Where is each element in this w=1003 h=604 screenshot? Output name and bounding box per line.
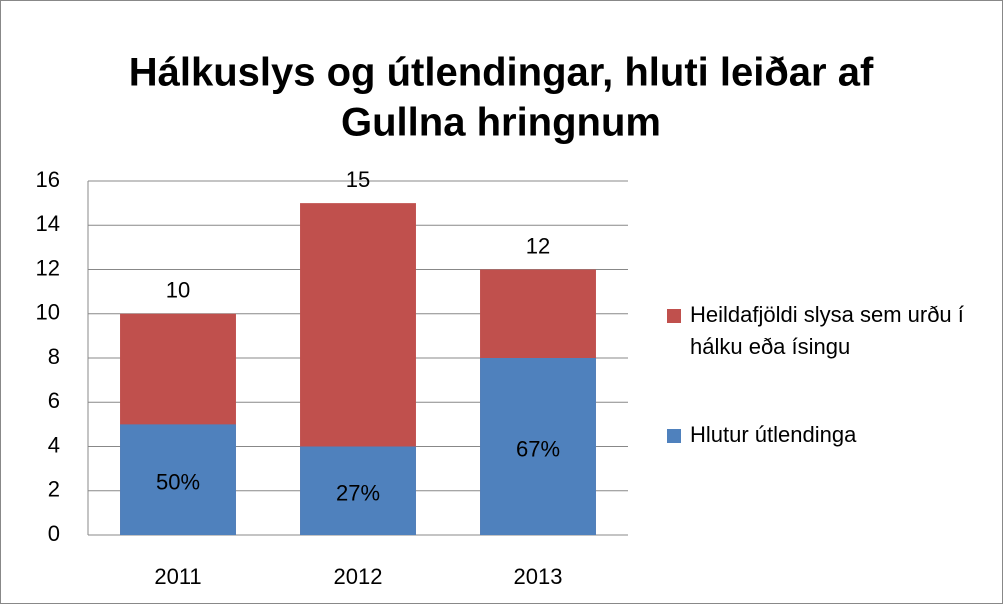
- y-tick-label: 6: [48, 388, 60, 413]
- y-tick-label: 2: [48, 477, 60, 502]
- data-label: 50%: [156, 470, 200, 495]
- data-label: 10: [166, 278, 190, 303]
- chart-title: Gullna hringnum: [341, 101, 661, 145]
- y-tick-label: 14: [36, 211, 60, 236]
- bar: [300, 446, 416, 535]
- x-tick-label: 2011: [154, 564, 201, 589]
- y-tick-label: 16: [36, 167, 60, 192]
- bar: [120, 424, 236, 535]
- data-label: 15: [346, 167, 370, 192]
- data-label: 12: [526, 233, 550, 258]
- y-tick-label: 12: [36, 255, 60, 280]
- data-label: 67%: [516, 436, 560, 461]
- bar: [480, 358, 596, 535]
- legend-swatch: [667, 429, 681, 443]
- x-tick-label: 2013: [514, 564, 563, 589]
- x-tick-label: 2012: [334, 564, 383, 589]
- y-tick-label: 4: [48, 432, 60, 457]
- legend-label: Hlutur útlendinga: [690, 422, 857, 447]
- legend-swatch: [667, 309, 681, 323]
- y-tick-label: 10: [36, 300, 60, 325]
- legend-label: Heildafjöldi slysa sem urðu í hálku eða …: [690, 302, 964, 359]
- y-tick-label: 8: [48, 344, 60, 369]
- data-label: 27%: [336, 481, 380, 506]
- chart-title: Hálkuslys og útlendingar, hluti leiðar a…: [129, 51, 874, 95]
- legend-entry: Hlutur útlendinga: [690, 422, 857, 447]
- y-tick-label: 0: [48, 521, 60, 546]
- legend-entry: Heildafjöldi slysa sem urðu í hálku eða …: [690, 302, 964, 359]
